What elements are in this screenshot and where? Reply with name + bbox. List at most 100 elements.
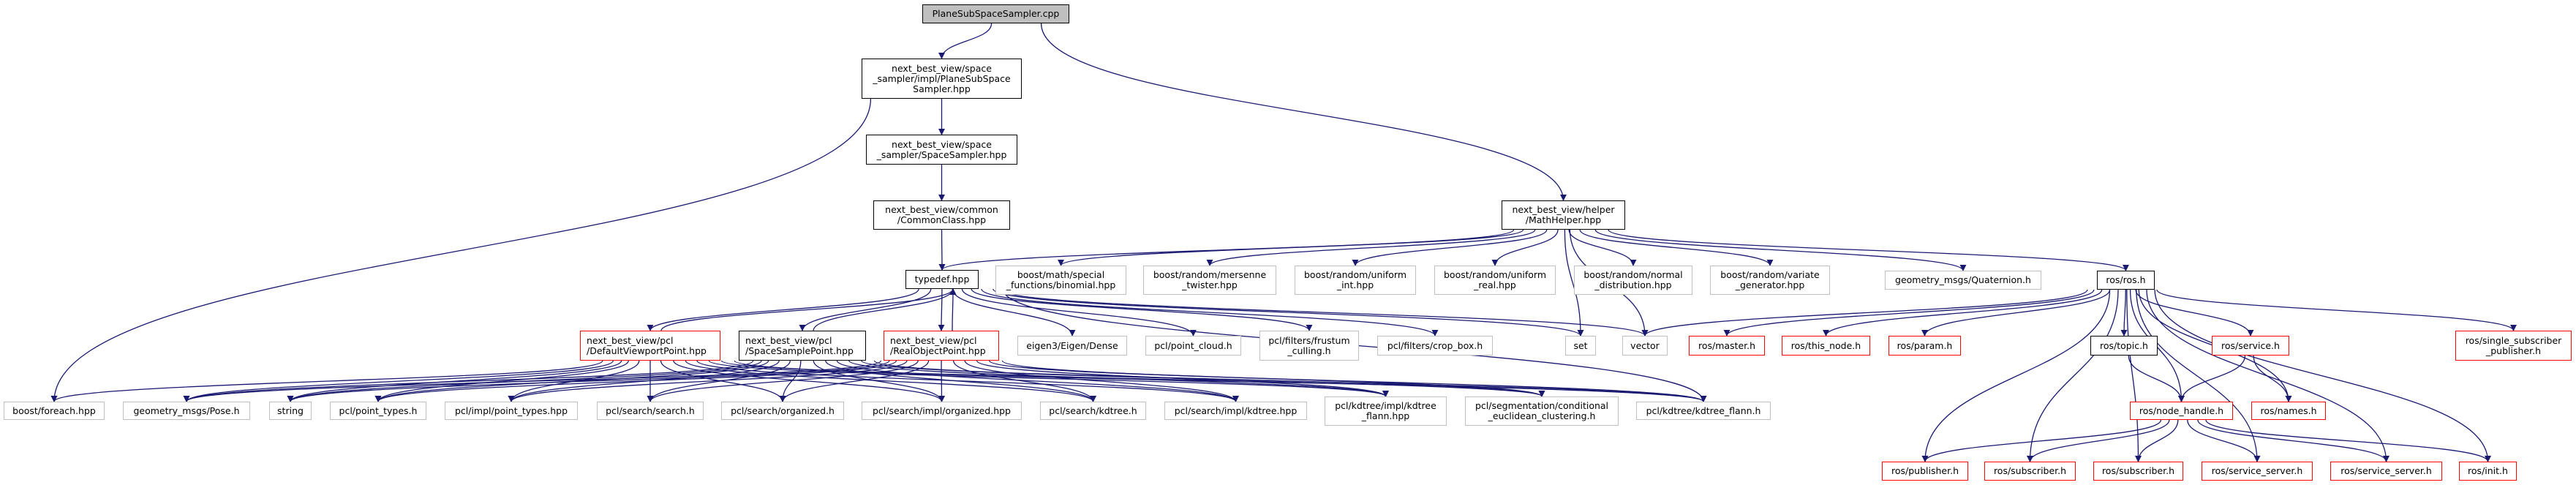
node-nodehandle[interactable]: ros/node_handle.h: [2130, 402, 2233, 420]
node-ikdtree[interactable]: pcl/search/impl/kdtree.hpp: [1164, 402, 1307, 420]
node-normal[interactable]: boost/random/normal _distribution.hpp: [1574, 266, 1692, 295]
node-kdtree[interactable]: pcl/search/kdtree.h: [1040, 402, 1146, 420]
edge-rop-to-kdtree: [952, 360, 1096, 402]
node-typedef[interactable]: typedef.hpp: [905, 270, 979, 289]
node-rop[interactable]: next_best_view/pcl /RealObjectPoint.hpp: [884, 331, 999, 361]
edge-typedef-to-set: [993, 288, 1584, 337]
edge-ssp-to-search: [647, 360, 791, 402]
node-service[interactable]: ros/service.h: [2212, 336, 2289, 356]
edge-cpp-to-math: [1040, 23, 1567, 201]
node-sserver1[interactable]: ros/service_server.h: [2202, 462, 2313, 481]
node-topic[interactable]: ros/topic.h: [2090, 336, 2158, 356]
edge-dvp-to-iorg: [673, 360, 945, 402]
edge-math-to-quat: [1594, 229, 1967, 271]
node-quat[interactable]: geometry_msgs/Quaternion.h: [1885, 271, 2041, 290]
edge-ssp-to-pose: [183, 360, 754, 402]
edge-ssp-to-kflann: [873, 360, 1707, 402]
edge-typedef-to-dvp: [647, 288, 919, 331]
edge-math-to-set: [1564, 229, 1584, 337]
edge-typedef-to-pcloud: [961, 288, 1197, 337]
node-thisnode[interactable]: ros/this_node.h: [1782, 336, 1870, 356]
node-foreach[interactable]: boost/foreach.hpp: [4, 402, 105, 420]
edge-math-to-ros: [1608, 229, 2129, 271]
node-ikflann[interactable]: pcl/kdtree/impl/kdtree _flann.hpp: [1325, 396, 1447, 426]
edge-ssp-to-kdtree: [825, 360, 1096, 402]
edge-dvp-to-kflann: [734, 360, 1707, 402]
node-master[interactable]: ros/master.h: [1689, 336, 1765, 356]
edge-math-to-normal: [1568, 229, 1637, 266]
node-iorg[interactable]: pcl/search/impl/organized.hpp: [862, 402, 1022, 420]
edge-ssp-to-typedef: [813, 288, 957, 331]
node-kflann[interactable]: pcl/kdtree/kdtree_flann.h: [1636, 402, 1771, 420]
node-sserver2[interactable]: ros/service_server.h: [2330, 462, 2442, 481]
node-pose[interactable]: geometry_msgs/Pose.h: [123, 402, 250, 420]
node-ssp[interactable]: next_best_view/pcl /SpaceSamplePoint.hpp: [739, 331, 866, 361]
edge-math-to-variate: [1579, 229, 1774, 266]
edge-ssp-to-iorg: [813, 360, 945, 402]
edge-rop-to-ptypes: [374, 360, 897, 402]
node-publisher[interactable]: ros/publisher.h: [1882, 462, 1968, 481]
node-iptypes[interactable]: pcl/impl/point_types.hpp: [445, 402, 578, 420]
edge-typedef-to-rop: [938, 288, 945, 331]
node-math[interactable]: next_best_view/helper /MathHelper.hpp: [1502, 200, 1625, 230]
node-mersenne[interactable]: boost/random/mersenne _twister.hpp: [1143, 266, 1276, 295]
edge-dvp-to-kdtree: [685, 360, 1096, 402]
edge-ros-to-sserver1: [2136, 289, 2261, 462]
edge-nodehandle-to-sserver2: [2197, 419, 2389, 462]
edge-dvp-to-typedef: [660, 288, 957, 331]
edge-dvp-to-pose: [183, 360, 614, 402]
edge-ros-to-param: [1921, 289, 2111, 337]
node-org[interactable]: pcl/search/organized.h: [721, 402, 844, 420]
edge-service-to-nodehandle: [2177, 355, 2246, 402]
node-crop[interactable]: pcl/filters/crop_box.h: [1377, 336, 1493, 356]
edge-dvp-to-foreach: [50, 360, 603, 402]
node-vector[interactable]: vector: [1622, 336, 1668, 356]
node-param[interactable]: ros/param.h: [1888, 336, 1961, 356]
edge-typedef-to-crop: [981, 288, 1439, 337]
edge-rop-to-search: [647, 360, 919, 402]
node-ss[interactable]: next_best_view/space _sampler/SpaceSampl…: [866, 135, 1017, 165]
node-pcloud[interactable]: pcl/point_cloud.h: [1145, 336, 1241, 356]
edge-cpp-to-psss: [938, 23, 993, 59]
node-cpp[interactable]: PlaneSubSpaceSampler.cpp: [922, 4, 1069, 23]
node-common[interactable]: next_best_view/common /CommonClass.hpp: [873, 200, 1010, 230]
edge-nodehandle-to-subscriber2: [2134, 419, 2179, 462]
node-ureal[interactable]: boost/random/uniform _real.hpp: [1434, 266, 1556, 295]
edge-ros-to-thisnode: [1823, 289, 2103, 337]
edge-ros-to-subscriber1: [2026, 289, 2119, 462]
edge-ros-to-master: [1723, 289, 2095, 337]
node-set[interactable]: set: [1565, 336, 1596, 356]
edge-ros-to-init: [2154, 289, 2492, 462]
node-dvp[interactable]: next_best_view/pcl /DefaultViewportPoint…: [580, 331, 720, 361]
edge-math-to-ureal: [1491, 229, 1559, 266]
node-binomial[interactable]: boost/math/special _functions/binomial.h…: [995, 266, 1126, 295]
edge-ros-to-vector: [1641, 289, 2088, 337]
node-init[interactable]: ros/init.h: [2459, 462, 2517, 481]
node-psss[interactable]: next_best_view/space _sampler/impl/Plane…: [862, 59, 1022, 99]
node-variate[interactable]: boost/random/variate _generator.hpp: [1710, 266, 1830, 295]
edge-typedef-to-eigen: [952, 288, 1076, 337]
node-single[interactable]: ros/single_subscriber _publisher.h: [2455, 331, 2572, 361]
node-search[interactable]: pcl/search/search.h: [597, 402, 704, 420]
node-eigen[interactable]: eigen3/Eigen/Dense: [1017, 336, 1127, 356]
edge-rop-to-ikflann: [976, 360, 1389, 397]
node-names[interactable]: ros/names.h: [2251, 402, 2326, 420]
node-subscriber1[interactable]: ros/subscriber.h: [1984, 462, 2076, 481]
edge-rop-to-org: [779, 360, 930, 402]
node-ptypes[interactable]: pcl/point_types.h: [330, 402, 426, 420]
node-string[interactable]: string: [269, 402, 312, 420]
edge-ros-to-subscriber2: [2126, 289, 2142, 462]
edge-rop-to-pose: [183, 360, 882, 402]
edge-rop-to-ikdtree: [964, 360, 1239, 402]
edge-math-to-binomial: [1058, 229, 1524, 266]
node-subscriber2[interactable]: ros/subscriber.h: [2093, 462, 2183, 481]
edge-psss-to-foreach: [50, 98, 872, 402]
node-frustum[interactable]: pcl/filters/frustum _culling.h: [1259, 331, 1359, 361]
node-cec[interactable]: pcl/segmentation/conditional _euclidean_…: [1465, 396, 1619, 426]
node-ros[interactable]: ros/ros.h: [2097, 271, 2155, 290]
edge-ssp-to-ptypes: [374, 360, 769, 402]
edge-math-to-uint: [1352, 229, 1548, 266]
node-uint[interactable]: boost/random/uniform _int.hpp: [1295, 266, 1416, 295]
